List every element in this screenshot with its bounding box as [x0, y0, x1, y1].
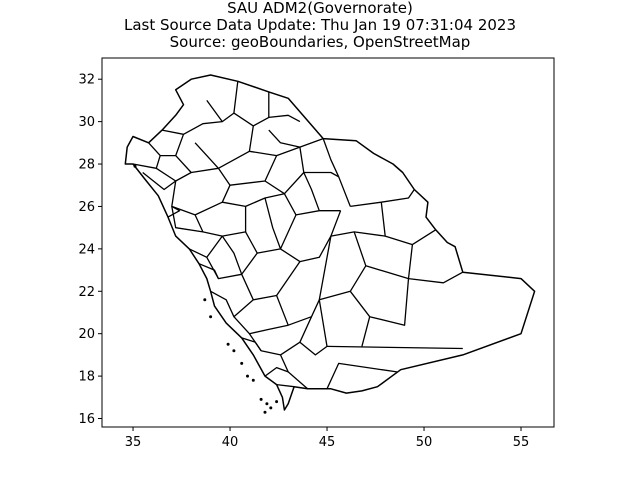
- y-tick-label: 26: [78, 200, 95, 215]
- governorate-boundary: [142, 171, 177, 191]
- y-tick-label: 32: [78, 73, 95, 88]
- governorate-boundary: [132, 155, 161, 169]
- governorate-boundary: [279, 354, 309, 390]
- governorate-boundary: [202, 206, 247, 237]
- y-tick-label: 30: [78, 115, 95, 130]
- island-mark: [259, 397, 263, 401]
- governorate-boundary: [319, 265, 367, 301]
- island-mark: [246, 374, 250, 378]
- island-mark: [265, 402, 269, 406]
- x-tick-label: 40: [222, 435, 239, 450]
- governorate-boundary: [280, 235, 332, 263]
- island-mark: [269, 406, 273, 410]
- governorate-boundary: [330, 231, 386, 237]
- island-mark: [209, 315, 213, 319]
- governorate-boundary: [264, 172, 305, 195]
- governorate-boundary: [167, 205, 181, 218]
- island-mark: [133, 164, 137, 168]
- governorate-boundary: [210, 290, 254, 318]
- governorate-boundary: [303, 172, 320, 211]
- x-axis: 35 40 45 50 55: [125, 427, 530, 450]
- governorate-boundary: [299, 147, 340, 178]
- governorate-boundary: [318, 210, 342, 347]
- x-tick-label: 45: [319, 435, 336, 450]
- y-axis: 16 18 20 22 24 26 28 30 32: [78, 73, 102, 427]
- governorate-boundary: [299, 341, 328, 356]
- governorate-boundary: [245, 214, 297, 254]
- governorate-boundary: [206, 252, 258, 280]
- governorate-boundary: [189, 235, 223, 258]
- governorate-boundary: [233, 81, 270, 127]
- map-title: SAU ADM2(Governorate) Last Source Data U…: [0, 0, 640, 51]
- governorate-boundary: [217, 155, 278, 186]
- governorate-boundary: [161, 120, 223, 135]
- governorate-boundary: [248, 316, 313, 356]
- plot-area-frame: [101, 57, 555, 428]
- islands-layer: [133, 164, 279, 414]
- governorate-boundary: [221, 235, 243, 275]
- title-line-2: Last Source Data Update: Thu Jan 19 07:3…: [123, 16, 517, 34]
- governorate-boundary: [241, 337, 262, 352]
- governorate-boundary: [264, 366, 289, 377]
- governorate-boundary: [206, 100, 235, 123]
- governorate-boundary: [380, 202, 437, 246]
- governorate-boundary: [276, 383, 295, 388]
- governorate-boundary: [241, 261, 301, 301]
- governorate-boundary: [171, 180, 231, 216]
- y-tick-label: 18: [78, 370, 95, 385]
- governorate-boundary: [198, 263, 219, 279]
- governorate-boundary: [268, 129, 301, 148]
- title-line-1: SAU ADM2(Governorate): [227, 0, 413, 17]
- governorate-boundary: [248, 125, 324, 157]
- governorate-boundary: [194, 142, 219, 169]
- island-mark: [240, 361, 244, 365]
- island-mark: [275, 400, 279, 404]
- governorate-boundary: [222, 193, 285, 208]
- island-mark: [226, 342, 230, 346]
- island-mark: [203, 298, 207, 302]
- y-tick-label: 22: [78, 285, 95, 300]
- y-tick-label: 20: [78, 327, 95, 342]
- title-line-3: Source: geoBoundaries, OpenStreetMap: [169, 33, 471, 51]
- governorate-boundary: [233, 316, 289, 335]
- x-tick-label: 35: [125, 435, 142, 450]
- governorate-boundary: [155, 167, 192, 182]
- governorate-boundary: [349, 278, 410, 326]
- governorate-boundary: [175, 134, 250, 174]
- x-tick-label: 55: [513, 435, 530, 450]
- governorate-boundary: [283, 193, 341, 216]
- governorate-boundary: [268, 91, 301, 123]
- governorate-boundary: [407, 244, 464, 284]
- governorate-boundary: [171, 206, 204, 233]
- governorate-boundary: [322, 138, 351, 207]
- governorate-boundary: [326, 345, 463, 350]
- x-tick-label: 50: [416, 435, 433, 450]
- y-tick-label: 28: [78, 158, 95, 173]
- governorate-boundary: [350, 189, 415, 208]
- island-mark: [232, 349, 236, 353]
- governorate-boundary: [326, 362, 397, 390]
- governorate-boundary: [148, 142, 176, 157]
- governorate-boundary: [361, 316, 371, 347]
- governorate-boundary: [264, 197, 282, 250]
- island-mark: [263, 410, 267, 414]
- boundaries-layer: [124, 74, 536, 411]
- y-tick-label: 16: [78, 412, 95, 427]
- island-mark: [251, 378, 255, 382]
- governorate-boundary: [275, 295, 320, 326]
- y-tick-label: 24: [78, 242, 95, 257]
